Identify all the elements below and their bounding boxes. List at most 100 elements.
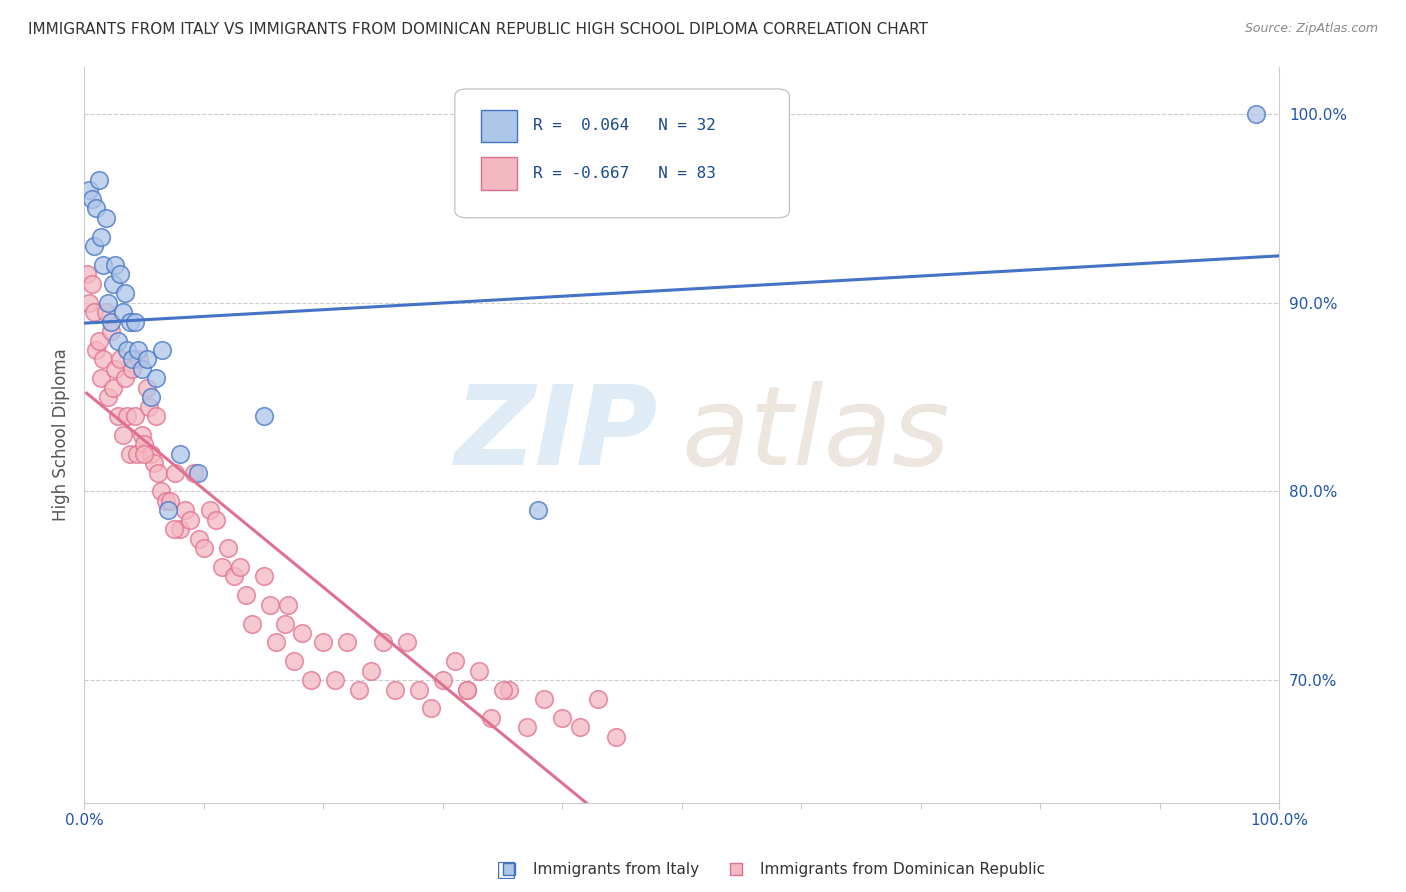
Point: [121, 361, 143, 376]
Point: [222, 569, 245, 583]
Point: [141, 447, 163, 461]
Point: [124, 315, 146, 329]
Point: [87, 334, 110, 348]
Point: [492, 682, 515, 697]
Point: [253, 409, 276, 423]
Point: [533, 692, 555, 706]
Point: [456, 682, 478, 697]
Point: [187, 466, 209, 480]
Point: [83, 305, 105, 319]
Point: [132, 437, 156, 451]
Point: [124, 409, 146, 423]
Point: [551, 711, 574, 725]
Text: IMMIGRANTS FROM ITALY VS IMMIGRANTS FROM DOMINICAN REPUBLIC HIGH SCHOOL DIPLOMA : IMMIGRANTS FROM ITALY VS IMMIGRANTS FROM…: [28, 22, 928, 37]
Point: [121, 352, 143, 367]
Point: [163, 522, 186, 536]
Point: [76, 268, 98, 282]
Point: [125, 447, 148, 461]
Point: [135, 381, 157, 395]
Point: [150, 343, 173, 357]
Point: [110, 352, 132, 367]
Point: [97, 390, 120, 404]
Point: [408, 682, 430, 697]
Point: [94, 211, 117, 225]
Point: [118, 315, 141, 329]
Point: [325, 673, 347, 688]
Point: [138, 400, 160, 414]
Point: [468, 664, 491, 678]
Point: [127, 343, 149, 357]
Point: [100, 324, 122, 338]
Point: [253, 569, 276, 583]
Point: [157, 503, 180, 517]
Point: [498, 682, 520, 697]
Point: [111, 305, 134, 319]
Point: [198, 503, 221, 517]
Point: [114, 286, 136, 301]
Point: [114, 371, 136, 385]
Point: [77, 295, 100, 310]
Point: [277, 598, 299, 612]
Point: [131, 428, 153, 442]
Point: [80, 192, 103, 206]
Point: [479, 711, 502, 725]
Point: [93, 258, 115, 272]
Point: [283, 654, 305, 668]
Point: [588, 692, 610, 706]
Point: [93, 352, 115, 367]
Point: [1244, 107, 1267, 121]
Point: [128, 352, 150, 367]
Point: [100, 315, 122, 329]
Point: [131, 361, 153, 376]
Text: R =  0.064   N = 32: R = 0.064 N = 32: [533, 119, 716, 133]
Point: [569, 720, 592, 734]
Point: [83, 239, 105, 253]
Point: [235, 588, 257, 602]
Point: [169, 447, 191, 461]
Point: [104, 258, 127, 272]
Point: [77, 182, 100, 196]
Point: [384, 682, 406, 697]
Point: [165, 466, 187, 480]
Text: Immigrants from Italy: Immigrants from Italy: [533, 862, 699, 877]
Point: [111, 428, 134, 442]
Text: ZIP: ZIP: [454, 382, 658, 488]
Point: [117, 409, 139, 423]
Point: [94, 305, 117, 319]
Point: [141, 390, 163, 404]
Point: [240, 616, 263, 631]
Point: [349, 682, 371, 697]
Text: atlas: atlas: [682, 382, 950, 488]
Point: [274, 616, 297, 631]
Point: [117, 343, 139, 357]
Point: [107, 409, 129, 423]
Point: [432, 673, 454, 688]
Point: [169, 522, 191, 536]
FancyBboxPatch shape: [481, 110, 517, 142]
Point: [145, 409, 167, 423]
Point: [188, 532, 211, 546]
Point: [110, 268, 132, 282]
Point: [159, 494, 181, 508]
Point: [516, 720, 538, 734]
Point: [104, 361, 127, 376]
Point: [229, 560, 252, 574]
Point: [264, 635, 287, 649]
Text: □: □: [496, 860, 516, 880]
Point: [148, 466, 170, 480]
Point: [312, 635, 335, 649]
Point: [86, 202, 108, 216]
Point: [86, 343, 108, 357]
Point: [80, 277, 103, 291]
Text: R = -0.667   N = 83: R = -0.667 N = 83: [533, 166, 716, 181]
Point: [142, 456, 165, 470]
Point: [173, 503, 195, 517]
Point: [101, 381, 124, 395]
FancyBboxPatch shape: [456, 89, 790, 218]
Point: [217, 541, 239, 555]
Point: [420, 701, 443, 715]
Point: [155, 494, 177, 508]
Point: [90, 229, 112, 244]
Point: [179, 513, 201, 527]
Point: [605, 730, 627, 744]
